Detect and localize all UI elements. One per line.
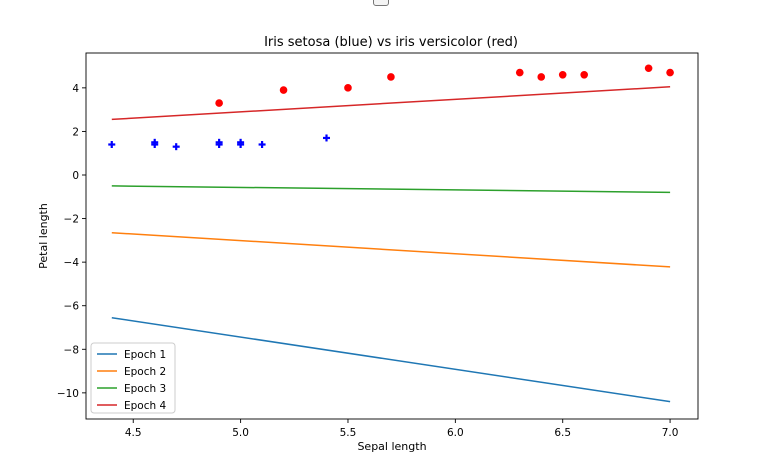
data-point-setosa [258,141,266,148]
x-tick-label: 6.5 [554,427,571,439]
legend: Epoch 1 Epoch 2 Epoch 3 Epoch 4 [90,342,176,414]
y-tick-label: 0 [72,170,79,182]
data-point-setosa [215,138,223,146]
legend-label-epoch-2: Epoch 2 [124,366,166,378]
data-point-setosa [237,138,245,146]
x-tick-label: 5.0 [232,427,249,439]
data-point-versicolor [279,86,288,94]
data-point-setosa [172,143,180,151]
legend-label-epoch-1: Epoch 1 [124,349,166,361]
y-tick-label: 2 [72,126,79,138]
axes-frame [85,52,699,420]
data-point-versicolor [344,84,352,92]
legend-label-epoch-3: Epoch 3 [124,383,166,395]
data-point-setosa [151,138,159,146]
legend-label-epoch-4: Epoch 4 [124,400,166,412]
data-point-setosa [108,141,116,148]
y-tick-label: −6 [64,301,80,313]
x-tick-label: 6.0 [447,427,464,439]
data-point-versicolor [387,73,395,81]
data-point-versicolor [215,99,223,107]
figure-toolbar-checkbox[interactable] [373,0,389,6]
series-line-epoch-3 [111,185,671,194]
y-tick-label: −4 [64,257,80,269]
data-point-versicolor [537,73,546,81]
x-tick-label: 7.0 [662,427,679,439]
x-axis-label: Sepal length [357,440,426,453]
data-point-setosa [323,134,331,142]
chart-title: Iris setosa (blue) vs iris versicolor (r… [264,35,518,50]
y-tick-label: −8 [64,344,79,356]
legend-box [90,342,176,414]
y-tick-label: 4 [72,83,79,95]
data-point-versicolor [558,70,567,79]
series-line-epoch-2 [111,231,671,268]
data-point-versicolor [666,68,674,77]
y-tick-label: −2 [64,214,79,226]
series-line-epoch-1 [111,316,671,403]
y-axis-label: Petal length [37,203,50,269]
data-point-versicolor [644,64,653,73]
data-point-versicolor [580,70,588,79]
x-tick-label: 4.5 [125,427,142,439]
x-tick-label: 5.5 [340,427,357,439]
series-line-epoch-4 [111,86,671,121]
y-tick-label: −10 [57,388,79,400]
data-point-versicolor [515,68,524,77]
